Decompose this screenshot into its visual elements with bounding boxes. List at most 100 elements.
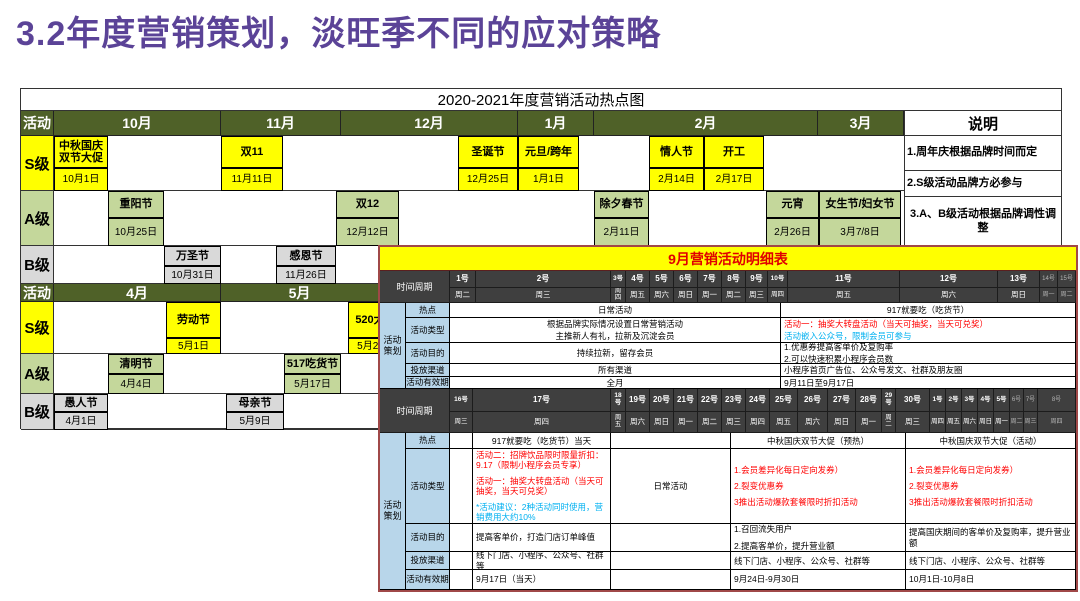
weekday-cell: 周日 xyxy=(674,288,698,303)
day-cell: 22号 xyxy=(698,389,722,412)
content-cell: 活动二：招牌饮品限时限量折扣：9.17（限制小程序会员专享） 活动一：抽奖大转盘活… xyxy=(473,449,611,524)
content-text: 9月17日（当天） xyxy=(476,574,542,585)
content-text: 2.裂变优惠券 xyxy=(734,480,784,491)
event-name: 情人节 xyxy=(649,136,704,168)
weekday-cell: 周五 xyxy=(626,288,650,303)
content-cell xyxy=(450,449,473,524)
weekday-cell: 周日 xyxy=(828,412,856,433)
event-name: 双12 xyxy=(336,191,399,218)
day-cell: 8号 xyxy=(722,271,746,288)
annual-calendar-table: 2020-2021年度营销活动热点图 活动 10月 11月 12月 1月 2月 3月 说明 S级中… xyxy=(20,88,1062,430)
event-date: 5月17日 xyxy=(284,374,341,394)
content-cell: 917就要吃（吃货节） xyxy=(781,303,1076,318)
weekday-cell: 周五 xyxy=(946,412,962,433)
weekday-cell: 周二 xyxy=(450,288,476,303)
event-name: 重阳节 xyxy=(108,191,164,218)
day-cell: 18号 xyxy=(611,389,626,412)
activity-header-label: 活动 xyxy=(21,111,54,136)
period-header-row: 时间周期 16号 17号 18号 19号 20号 21号 22号 23号 24号 25号 26号 27号… xyxy=(380,389,1076,433)
content-column: 日常活动 xyxy=(611,433,731,590)
weekday-cell: 周日 xyxy=(978,412,994,433)
event-date: 2月17日 xyxy=(704,168,764,191)
content-text: 活动一：抽奖大转盘活动（当天可抽奖，当天可兑奖） xyxy=(476,475,604,496)
content-cell: 提高客单价，打造门店订单峰值 xyxy=(473,524,611,552)
event-date: 3月7/8日 xyxy=(819,218,901,246)
event-date: 2月14日 xyxy=(649,168,704,191)
note-item: 1.周年庆根据品牌时间而定 xyxy=(904,136,1061,171)
content-text: 1.会员差异化每日定向发券） xyxy=(909,464,1019,475)
day-cell: 16号 xyxy=(450,389,473,412)
content-cell: 1.会员差异化每日定向发券） 2.裂变优惠券 3推出活动爆款套餐限时折扣活动 xyxy=(906,449,1076,524)
event-name: 清明节 xyxy=(108,354,164,374)
weekday-cell: 周六 xyxy=(962,412,978,433)
event-date: 12月12日 xyxy=(336,218,399,246)
content-cell xyxy=(611,524,731,552)
content-text: 3推出活动爆款套餐限时折扣活动 xyxy=(909,497,1033,507)
weekday-cell: 周六 xyxy=(900,288,998,303)
day-cell: 3号 xyxy=(611,271,626,288)
note-item: 2.S级活动品牌方必参与 xyxy=(904,171,1061,197)
day-cell: 7号 xyxy=(698,271,722,288)
row-label: 活动目的 xyxy=(406,524,450,552)
section-body: 活动策划 热点 活动类型 活动目的 投放渠道 活动有效期 917就要吃（吃货节）当天 活动二：… xyxy=(380,433,1076,590)
event-date: 11月26日 xyxy=(276,266,336,284)
content-text: 9月24日-9月30日 xyxy=(734,574,800,585)
row-label: 热点 xyxy=(406,303,450,318)
content-column: 917就要吃（吃货节） 活动一：抽奖大转盘活动（当天可抽奖，当天可兑奖） 活动嵌入公… xyxy=(781,303,1076,389)
weekday-cell: 周二 xyxy=(698,412,722,433)
day-cell: 4号 xyxy=(978,389,994,412)
day-cell: 13号 xyxy=(998,271,1040,288)
weekday-cell: 周四 xyxy=(768,288,788,303)
weekday-cell: 周二 xyxy=(882,412,896,433)
weekday-cell: 周一 xyxy=(994,412,1010,433)
content-text: 10月1日-10月8日 xyxy=(909,574,975,585)
event-name: 开工 xyxy=(704,136,764,168)
content-text: 所有渠道 xyxy=(597,365,632,375)
content-cell: 持续拉新，留存会员 xyxy=(450,343,781,364)
day-cell: 6号 xyxy=(1010,389,1024,412)
day-cell: 27号 xyxy=(828,389,856,412)
content-cell: 所有渠道 xyxy=(450,364,781,377)
day-cell: 12号 xyxy=(900,271,998,288)
weekday-cell: 周一 xyxy=(698,288,722,303)
weekday-cell: 周一 xyxy=(674,412,698,433)
weekday-cell: 周三 xyxy=(1024,412,1038,433)
period-label: 时间周期 xyxy=(380,271,450,303)
weekday-cell: 周六 xyxy=(798,412,828,433)
row-label: 投放渠道 xyxy=(406,364,450,377)
event-name: 感恩节 xyxy=(276,246,336,266)
row-label-column: 热点 活动类型 活动目的 投放渠道 活动有效期 xyxy=(406,303,450,389)
content-text: 917就要吃（吃货节） xyxy=(886,305,970,315)
day-cell: 1号 xyxy=(450,271,476,288)
content-cell xyxy=(450,524,473,552)
day-cell: 9号 xyxy=(746,271,768,288)
row-label: 活动有效期 xyxy=(406,570,450,590)
planning-label: 活动策划 xyxy=(380,433,406,590)
content-cell xyxy=(611,570,731,590)
content-cell: 9月24日-9月30日 xyxy=(731,570,906,590)
content-text: 小程序首页广告位、公众号发文、社群及朋友圈 xyxy=(784,365,963,375)
weekday-cell: 周二 xyxy=(1058,288,1076,303)
day-cell: 20号 xyxy=(650,389,674,412)
content-column: 917就要吃（吃货节）当天 活动二：招牌饮品限时限量折扣：9.17（限制小程序会员… xyxy=(473,433,611,590)
event-date: 2月26日 xyxy=(766,218,819,246)
notes-header: 说明 xyxy=(904,111,1061,136)
month-header-cell: 12月 xyxy=(341,111,518,136)
content-cell: 1.会员差异化每日定向发券） 2.裂变优惠券 3推出活动爆款套餐限时折扣活动 xyxy=(731,449,906,524)
content-text: 全月 xyxy=(606,377,624,388)
month-header-cell: 1月 xyxy=(518,111,594,136)
day-cell: 23号 xyxy=(722,389,746,412)
day-cell: 7号 xyxy=(1024,389,1038,412)
level-label: B级 xyxy=(21,246,54,284)
day-cell: 3号 xyxy=(962,389,978,412)
content-text: 2.提高客单价，提升营业额 xyxy=(734,540,835,551)
content-cell: 线下门店、小程序、公众号、社群等 xyxy=(906,552,1076,570)
day-cell: 21号 xyxy=(674,389,698,412)
weekday-cell: 周三 xyxy=(476,288,611,303)
day-cell: 2号 xyxy=(476,271,611,288)
day-cell: 28号 xyxy=(856,389,882,412)
weekday-cell: 周一 xyxy=(1040,288,1058,303)
content-text: 1.会员差异化每日定向发券） xyxy=(734,464,844,475)
content-cell xyxy=(450,433,473,449)
